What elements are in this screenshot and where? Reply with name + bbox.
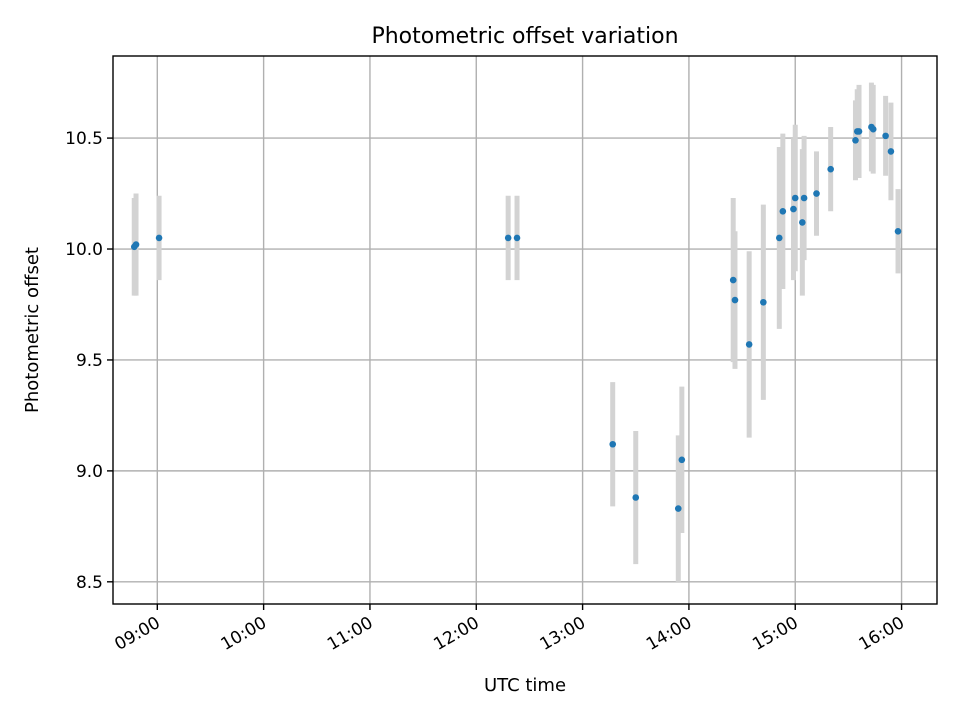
data-point	[731, 296, 739, 304]
data-point	[504, 234, 512, 242]
data-point	[513, 234, 521, 242]
x-tick-label: 13:00	[537, 613, 589, 655]
data-point	[791, 194, 799, 202]
data-point	[132, 241, 140, 248]
plot-frame	[112, 55, 938, 605]
data-point	[827, 165, 834, 173]
data-point	[799, 219, 806, 226]
x-tick-label: 11:00	[324, 613, 376, 655]
y-tick-label: 8.5	[76, 573, 103, 593]
data-point	[632, 494, 640, 501]
x-tick-label: 09:00	[111, 613, 163, 655]
data-point	[674, 505, 682, 512]
grid-lines	[113, 56, 937, 604]
data-point	[813, 190, 820, 197]
data-point	[760, 298, 767, 306]
data-point	[745, 341, 753, 348]
data-points	[130, 123, 902, 512]
x-tick-label: 12:00	[430, 613, 482, 655]
x-tick-label: 10:00	[218, 613, 270, 655]
y-tick-label: 9.0	[76, 462, 103, 482]
x-tick-label: 14:00	[643, 613, 695, 655]
y-tick-label: 10.5	[65, 129, 103, 149]
data-point	[779, 208, 787, 215]
chart-title: Photometric offset variation	[371, 24, 678, 49]
data-point	[790, 205, 797, 213]
data-point	[678, 456, 686, 464]
error-bars	[131, 82, 901, 582]
y-tick-label: 10.0	[65, 240, 103, 260]
data-point	[882, 132, 889, 140]
data-point	[775, 234, 783, 242]
y-axis-label: Photometric offset	[22, 247, 43, 413]
x-tick-label: 16:00	[856, 613, 908, 655]
y-tick-label: 9.5	[76, 351, 103, 371]
data-point	[887, 148, 895, 155]
data-point	[894, 227, 902, 235]
data-point	[609, 440, 617, 448]
data-point	[729, 276, 737, 284]
x-axis-ticks: 09:00 10:00 11:00 12:00 13:00 14:00 15:00 16:00	[111, 604, 908, 655]
data-point	[855, 128, 863, 135]
y-axis-ticks: 8.5 9.0 9.5 10.0 10.5	[65, 129, 113, 593]
x-axis-label: UTC time	[484, 675, 566, 696]
data-point	[155, 234, 163, 242]
x-tick-label: 15:00	[749, 613, 801, 655]
data-point	[852, 137, 859, 144]
data-point	[800, 194, 808, 202]
data-point	[869, 125, 877, 133]
